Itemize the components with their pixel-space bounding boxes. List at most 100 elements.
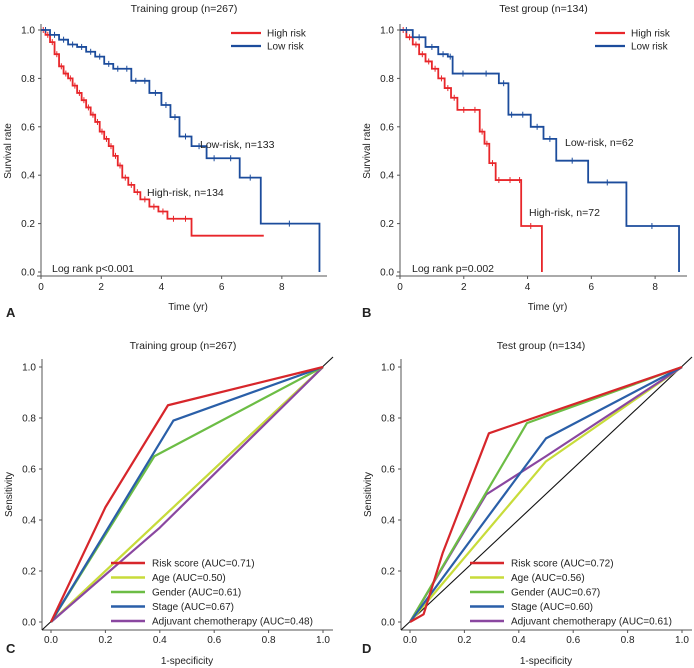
legend-label: Adjuvant chemotherapy (AUC=0.48) <box>152 617 313 628</box>
km-curve-high-risk <box>400 29 543 272</box>
km-curve-high-risk <box>41 29 264 237</box>
panel-letter: B <box>362 305 371 320</box>
legend-label: Risk score (AUC=0.71) <box>152 559 255 570</box>
annotation-high-risk: High-risk, n=134 <box>147 187 224 199</box>
legend-label: Low risk <box>631 42 669 53</box>
panel-letter: A <box>6 305 16 320</box>
y-tick-label: 0.8 <box>381 414 395 425</box>
x-tick-label: 0.6 <box>207 635 221 646</box>
legend-label: Risk score (AUC=0.72) <box>511 559 614 570</box>
y-tick-label: 0.6 <box>22 465 36 476</box>
y-axis-label: Survival rate <box>362 123 373 179</box>
km-curve-low-risk <box>41 29 321 272</box>
y-tick-label: 1.0 <box>21 26 35 37</box>
x-tick-label: 0.2 <box>457 635 471 646</box>
y-tick-label: 0.0 <box>381 618 395 629</box>
y-tick-label: 0.6 <box>381 465 395 476</box>
annotation-low-risk: Low-risk, n=133 <box>200 139 275 151</box>
chart-title: Training group (n=267) <box>130 340 237 352</box>
y-tick-label: 0.2 <box>380 219 394 230</box>
reference-diagonal <box>400 356 693 631</box>
legend-label: Gender (AUC=0.61) <box>152 588 241 599</box>
chart-title: Test group (n=134) <box>497 340 585 352</box>
x-tick-label: 0.8 <box>262 635 276 646</box>
roc-curve-1 <box>50 366 324 623</box>
x-tick-label: 0.8 <box>621 635 635 646</box>
y-axis-label: Survival rate <box>3 123 14 179</box>
x-tick-label: 0.0 <box>44 635 58 646</box>
x-tick-label: 4 <box>159 282 165 293</box>
annotation-high-risk: High-risk, n=72 <box>529 207 600 219</box>
y-tick-label: 0.4 <box>380 171 394 182</box>
x-tick-label: 8 <box>279 282 285 293</box>
x-tick-label: 1.0 <box>316 635 330 646</box>
roc-curve-2 <box>409 365 683 623</box>
y-tick-label: 0.6 <box>21 122 35 133</box>
panel-letter: C <box>6 641 16 656</box>
x-tick-label: 0.4 <box>512 635 526 646</box>
x-tick-label: 0.2 <box>98 635 112 646</box>
y-tick-label: 0.4 <box>22 516 36 527</box>
roc-curve-3 <box>50 365 324 623</box>
x-axis-label: Time (yr) <box>528 302 568 313</box>
x-tick-label: 0.4 <box>153 635 167 646</box>
x-axis-label: Time (yr) <box>168 302 208 313</box>
x-tick-label: 0 <box>38 282 44 293</box>
roc-curve-3 <box>409 366 683 623</box>
y-tick-label: 0.4 <box>381 516 395 527</box>
x-tick-label: 2 <box>461 282 467 293</box>
chart-title: Training group (n=267) <box>131 3 238 15</box>
x-tick-label: 2 <box>98 282 104 293</box>
km-curve-low-risk <box>400 29 680 272</box>
legend-label: Adjuvant chemotherapy (AUC=0.61) <box>511 617 672 628</box>
x-tick-label: 4 <box>525 282 531 293</box>
y-axis-label: Sensitivity <box>4 472 15 517</box>
annotation-logrank: Log rank p<0.001 <box>52 263 134 275</box>
y-axis-label: Sensitivity <box>363 472 374 517</box>
y-tick-label: 0.4 <box>21 171 35 182</box>
roc-curve-0 <box>409 365 683 623</box>
y-tick-label: 0.0 <box>21 268 35 279</box>
km-panel-B: 0.0 0.2 0.4 0.6 0.8 1.0 0 2 4 6 8 Test group (n=134… <box>362 3 687 320</box>
legend-label: High risk <box>267 29 307 40</box>
y-tick-label: 0.8 <box>22 414 36 425</box>
x-tick-label: 6 <box>219 282 225 293</box>
legend-label: Gender (AUC=0.67) <box>511 588 600 599</box>
legend-label: Age (AUC=0.50) <box>152 573 226 584</box>
roc-curve-0 <box>50 365 324 623</box>
y-tick-label: 0.2 <box>21 219 35 230</box>
legend-label: Low risk <box>267 42 305 53</box>
legend-label: Stage (AUC=0.67) <box>152 602 234 613</box>
annotation-low-risk: Low-risk, n=62 <box>565 137 634 149</box>
y-tick-label: 0.2 <box>381 567 395 578</box>
x-axis-label: 1-specificity <box>161 656 213 667</box>
chart-title: Test group (n=134) <box>499 3 587 15</box>
x-tick-label: 8 <box>652 282 658 293</box>
roc-panel-D: 0.0 0.2 0.4 0.6 0.8 1.0 0.0 0.2 0.4 0.6 0.8 1.0 Test… <box>362 340 693 667</box>
x-axis-label: 1-specificity <box>520 656 572 667</box>
roc-panel-C: 0.0 0.2 0.4 0.6 0.8 1.0 0.0 0.2 0.4 0.6 0.8 1.0 Trai… <box>4 340 334 667</box>
km-panel-A: 0.0 0.2 0.4 0.6 0.8 1.0 0 2 4 6 8 Training group (n… <box>3 3 327 320</box>
y-tick-label: 0.6 <box>380 122 394 133</box>
y-tick-label: 1.0 <box>22 363 36 374</box>
y-tick-label: 0.8 <box>21 74 35 85</box>
x-tick-label: 0.6 <box>566 635 580 646</box>
roc-curve-1 <box>409 366 683 623</box>
y-tick-label: 0.0 <box>380 268 394 279</box>
x-tick-label: 0 <box>397 282 403 293</box>
legend-label: Age (AUC=0.56) <box>511 573 585 584</box>
y-tick-label: 0.2 <box>22 567 36 578</box>
x-tick-label: 1.0 <box>675 635 689 646</box>
y-tick-label: 0.8 <box>380 74 394 85</box>
y-tick-label: 1.0 <box>380 26 394 37</box>
x-tick-label: 6 <box>589 282 595 293</box>
y-tick-label: 0.0 <box>22 618 36 629</box>
legend-label: Stage (AUC=0.60) <box>511 602 593 613</box>
legend-label: High risk <box>631 29 671 40</box>
annotation-logrank: Log rank p=0.002 <box>412 263 494 275</box>
panel-letter: D <box>362 641 371 656</box>
x-tick-label: 0.0 <box>403 635 417 646</box>
roc-curve-4 <box>50 366 324 623</box>
y-tick-label: 1.0 <box>381 363 395 374</box>
